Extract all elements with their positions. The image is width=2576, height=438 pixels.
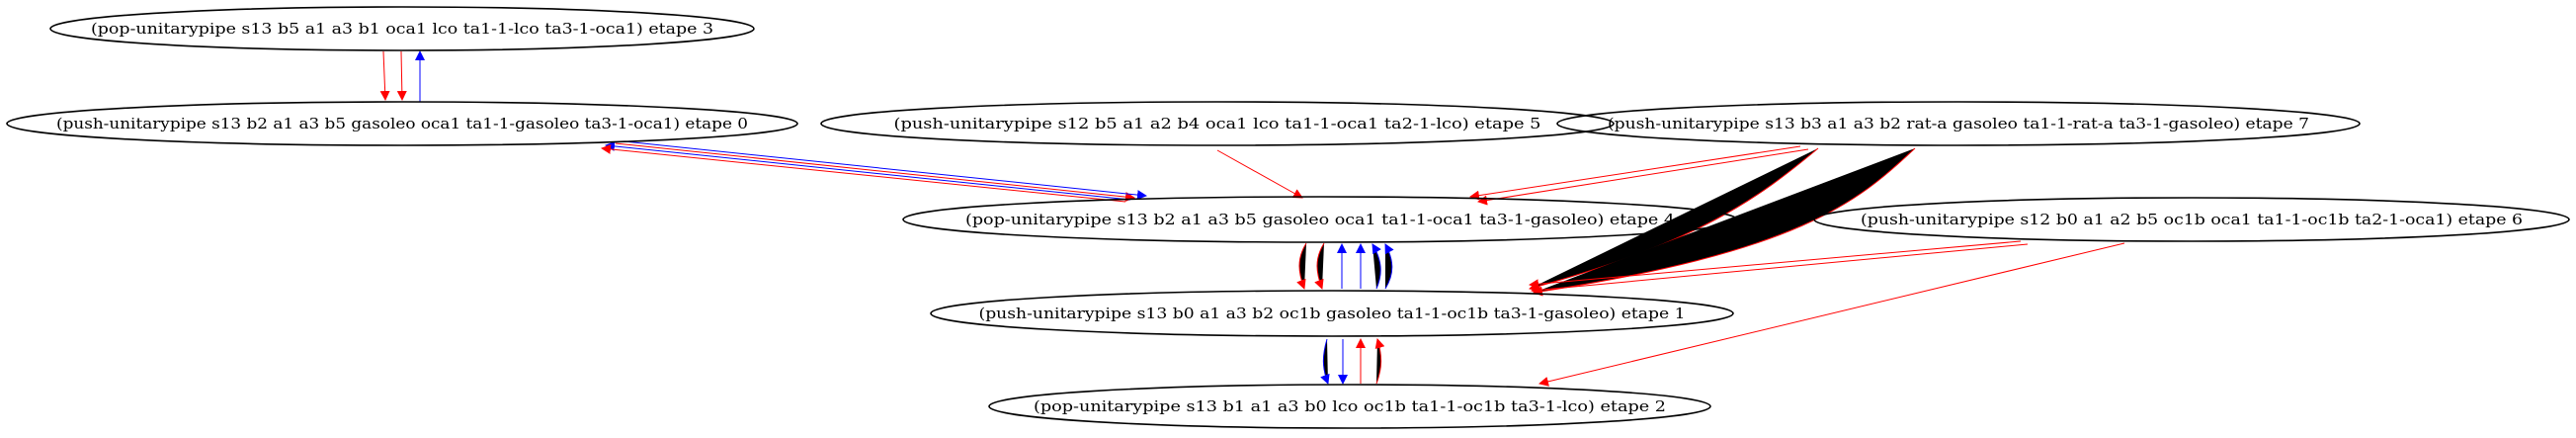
node-etape-4: (pop-unitarypipe s13 b2 a1 a3 b5 gasoleo… (902, 196, 1738, 243)
edge-etape6-to-etape1 (1529, 240, 2022, 290)
node-etape-5: (push-unitarypipe s12 b5 a1 a2 b4 oca1 l… (820, 101, 1615, 146)
edge-etape4-to-etape1 (1296, 242, 1307, 290)
edge-etape0-to-etape4 (615, 142, 1135, 203)
node-etape-0-label: (push-unitarypipe s13 b2 a1 a3 b5 gasole… (56, 115, 748, 132)
edge-layer (379, 50, 2125, 387)
edge-etape1-to-etape2 (1320, 338, 1330, 385)
node-etape-6: (push-unitarypipe s12 b0 a1 a2 b5 oc1b o… (1813, 197, 2570, 242)
node-etape-5-label: (push-unitarypipe s12 b5 a1 a2 b4 oca1 l… (894, 115, 1541, 132)
edge-etape6-to-etape2 (1538, 242, 2125, 387)
node-etape-1: (push-unitarypipe s13 b0 a1 a3 b2 oc1b g… (930, 290, 1734, 337)
edge-etape7-to-etape4 (1477, 148, 1809, 206)
node-etape-3: (pop-unitarypipe s13 b5 a1 a3 b1 oca1 lc… (49, 6, 755, 51)
edge-etape0-to-etape4 (623, 140, 1147, 201)
edge-etape2-to-etape1 (1374, 338, 1385, 385)
edge-etape4-to-etape1 (1314, 242, 1325, 290)
edge-etape4-to-etape0 (605, 140, 1131, 201)
node-etape-2: (pop-unitarypipe s13 b1 a1 a3 b0 lco oc1… (988, 384, 1711, 429)
edge-etape3-to-etape0 (379, 50, 390, 101)
node-layer: (pop-unitarypipe s13 b5 a1 a3 b1 oca1 lc… (6, 6, 2570, 429)
node-etape-7-label: (push-unitarypipe s13 b3 a1 a3 b2 rat-a … (1608, 115, 2309, 132)
edge-etape7-to-etape1 (1529, 147, 1819, 292)
node-etape-6-label: (push-unitarypipe s12 b0 a1 a2 b5 oc1b o… (1861, 211, 2523, 228)
edge-etape4-to-etape0 (601, 143, 1126, 203)
node-etape-0: (push-unitarypipe s13 b2 a1 a3 b5 gasole… (6, 101, 798, 146)
node-etape-7: (push-unitarypipe s13 b3 a1 a3 b2 rat-a … (1556, 101, 2361, 146)
edge-etape3-to-etape0 (396, 50, 407, 101)
edge-etape1-to-etape4 (1384, 243, 1394, 290)
edge-etape5-to-etape4 (1216, 149, 1303, 199)
node-etape-2-label: (pop-unitarypipe s13 b1 a1 a3 b0 lco oc1… (1034, 397, 1666, 415)
node-etape-4-label: (pop-unitarypipe s13 b2 a1 a3 b5 gasoleo… (965, 211, 1675, 228)
node-etape-1-label: (push-unitarypipe s13 b0 a1 a3 b2 oc1b g… (979, 305, 1686, 322)
node-etape-3-label: (pop-unitarypipe s13 b5 a1 a3 b1 oca1 lc… (91, 20, 713, 38)
edge-etape6-to-etape1 (1531, 243, 2029, 296)
edge-etape1-to-etape4 (1371, 243, 1381, 290)
edge-etape7-to-etape4 (1469, 145, 1801, 201)
